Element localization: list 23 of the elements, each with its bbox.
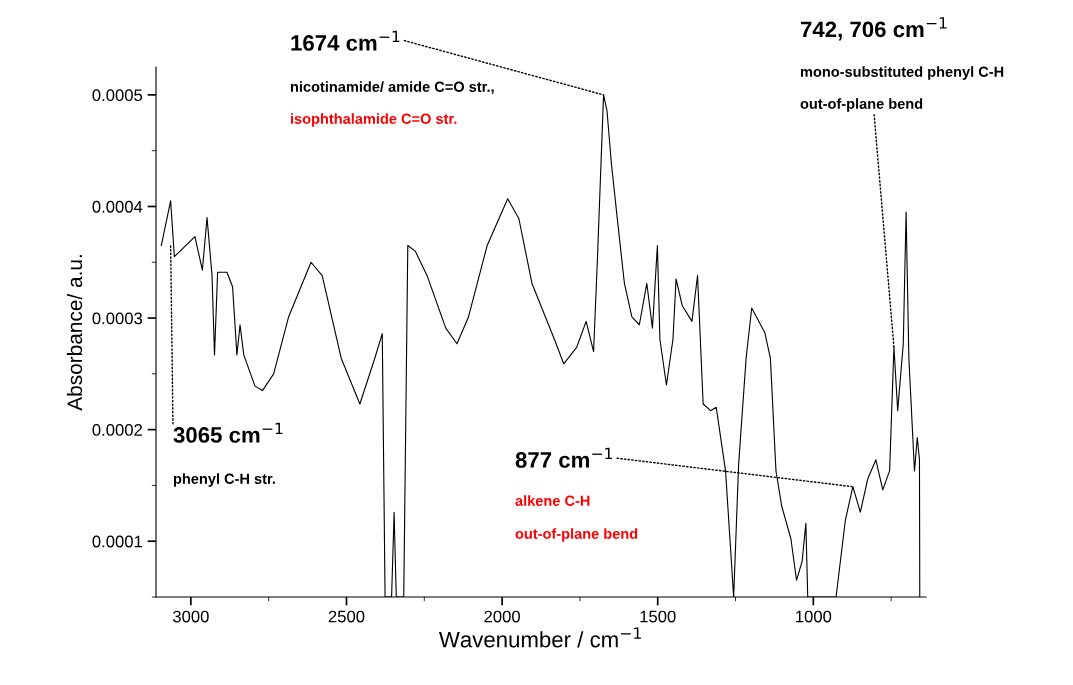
x-tick-label: 1000 bbox=[796, 610, 832, 623]
annotation: 3065 cm$^{−1}$ bbox=[173, 422, 283, 443]
x-tick-label: 1500 bbox=[640, 610, 676, 623]
annotation: mono-substituted phenyl C-H bbox=[800, 66, 1004, 80]
annotation: alkene C-H bbox=[515, 495, 590, 506]
y-axis-title: Absorbance/ a.u. bbox=[66, 255, 83, 411]
annotation: 877 cm$^{−1}$ bbox=[515, 447, 613, 468]
y-tick-label: 0.0002 bbox=[92, 424, 142, 436]
annotation: out-of-plane bend bbox=[515, 528, 638, 542]
text: 742, 706 cm$^{−1}$ bbox=[800, 17, 947, 41]
y-tick-label: 0.0001 bbox=[92, 535, 142, 548]
annotation: isophthalamide C=O str. bbox=[291, 113, 457, 127]
x-tick-label: 2000 bbox=[484, 610, 520, 623]
x-tick-label: 2500 bbox=[328, 610, 365, 623]
y-tick-label: 0.0003 bbox=[92, 312, 143, 325]
annotation: out-of-plane bend bbox=[800, 98, 923, 112]
x-axis-title: Wavenumber / cm$^{−1}$ bbox=[438, 627, 641, 648]
annotation: nicotinamide/ amide C=O str., bbox=[290, 81, 494, 95]
annotation: phenyl C-H str. bbox=[173, 473, 275, 487]
y-tick-label: 0.0004 bbox=[92, 200, 143, 213]
x-tick-label: 3000 bbox=[172, 610, 209, 623]
annotation: 1674 cm$^{−1}$ bbox=[291, 30, 400, 51]
y-tick-label: 0.0005 bbox=[92, 89, 143, 102]
